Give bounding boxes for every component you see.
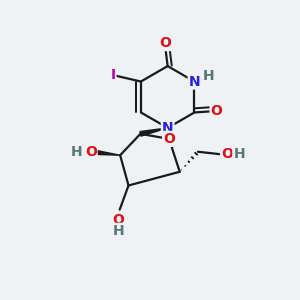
Text: O: O	[221, 146, 233, 161]
Text: I: I	[110, 68, 116, 82]
Text: H: H	[233, 146, 245, 161]
Polygon shape	[140, 128, 168, 136]
Text: N: N	[162, 121, 173, 135]
Text: O: O	[85, 145, 97, 159]
Polygon shape	[95, 150, 120, 155]
Text: H: H	[112, 224, 124, 238]
Text: O: O	[159, 36, 171, 50]
Text: N: N	[189, 74, 200, 88]
Text: H: H	[71, 145, 83, 159]
Text: O: O	[211, 104, 223, 118]
Text: O: O	[112, 213, 124, 227]
Text: O: O	[163, 132, 175, 146]
Text: H: H	[203, 69, 214, 83]
